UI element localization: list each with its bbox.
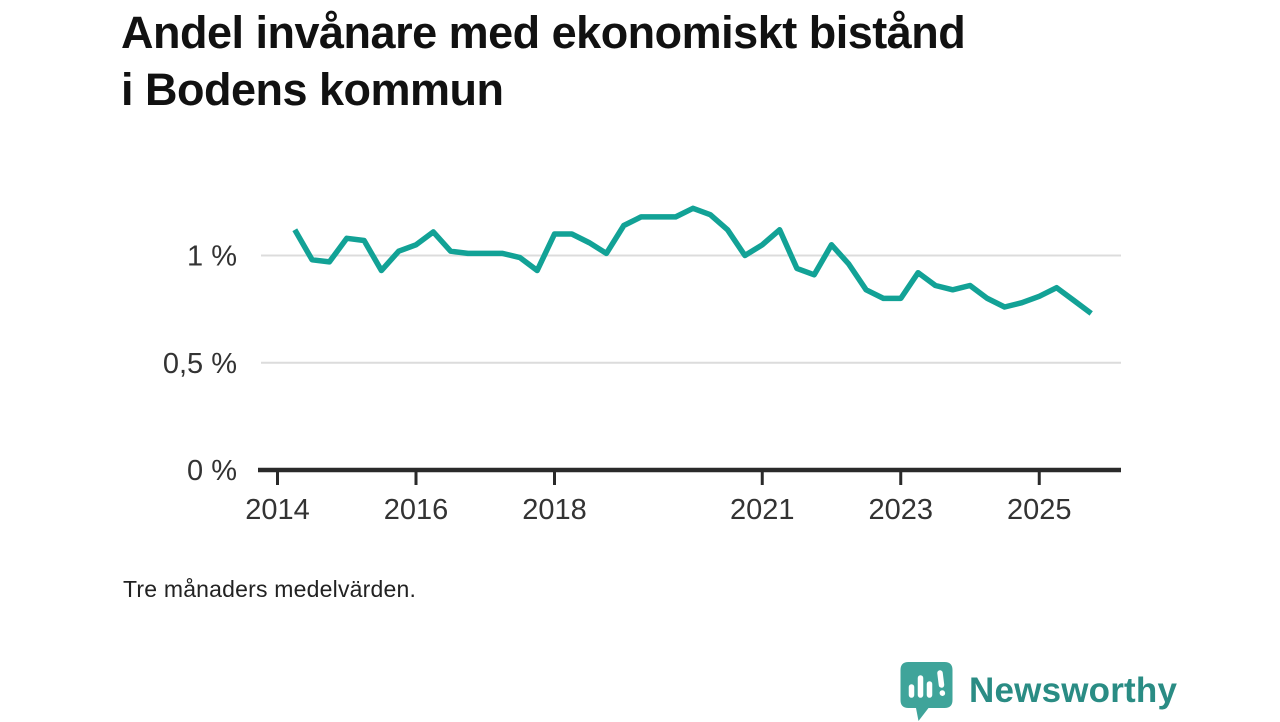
x-tick-label: 2021 bbox=[730, 494, 795, 526]
data-line bbox=[295, 208, 1091, 313]
y-axis-labels: 1 % 0,5 % 0 % bbox=[163, 241, 237, 488]
chart-note: Tre månaders medelvärden. bbox=[123, 576, 416, 603]
line-chart: 1 % 0,5 % 0 % 2014 2016 2018 2021 2023 2025 bbox=[0, 0, 1280, 620]
newsworthy-logo: Newsworthy bbox=[898, 660, 1177, 722]
newsworthy-logo-text: Newsworthy bbox=[969, 671, 1177, 711]
gridlines bbox=[261, 256, 1121, 363]
y-tick-label: 1 % bbox=[187, 241, 237, 273]
y-tick-label: 0 % bbox=[187, 455, 237, 487]
x-tick-label: 2023 bbox=[868, 494, 933, 526]
x-tick-label: 2014 bbox=[245, 494, 310, 526]
x-tick-label: 2018 bbox=[522, 494, 587, 526]
x-tick-label: 2016 bbox=[384, 494, 449, 526]
y-tick-label: 0,5 % bbox=[163, 348, 237, 380]
x-tick-label: 2025 bbox=[1007, 494, 1072, 526]
bar-chart-speech-bubble-icon bbox=[898, 660, 955, 722]
x-axis-labels: 2014 2016 2018 2021 2023 2025 bbox=[245, 494, 1071, 526]
